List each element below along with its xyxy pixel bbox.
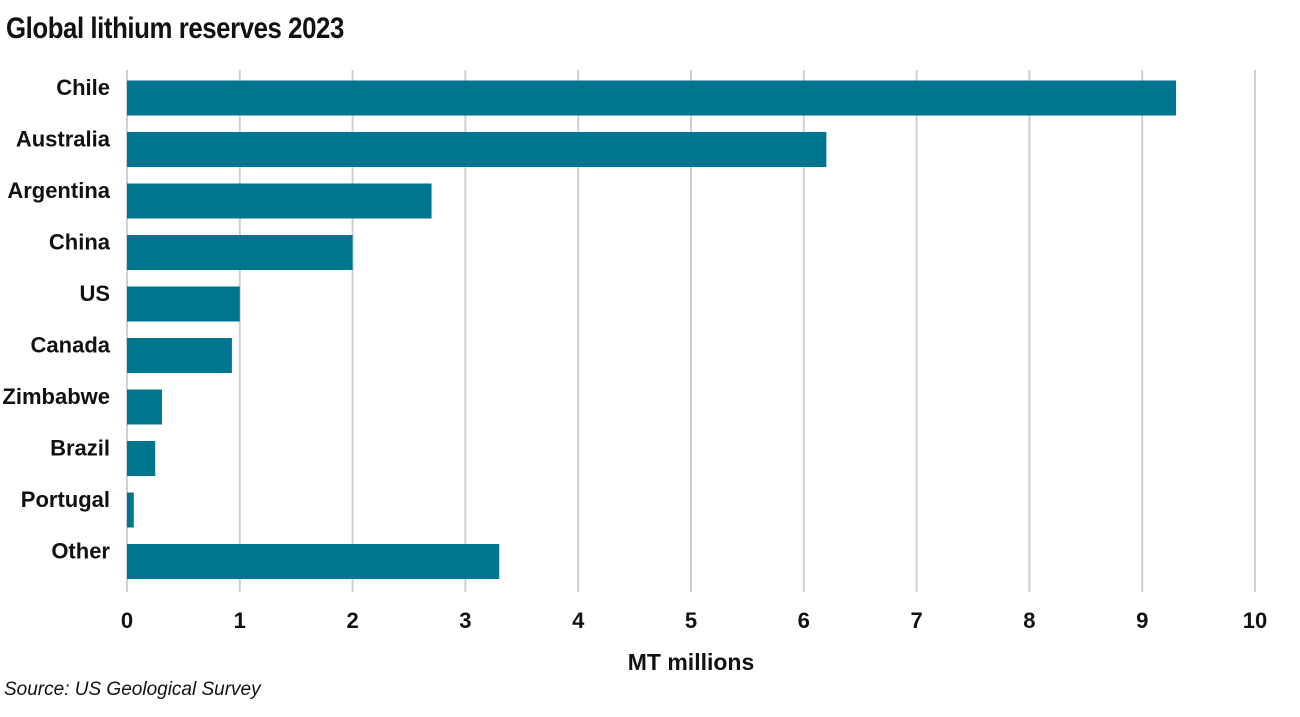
category-label: Brazil	[50, 436, 110, 461]
x-tick-label: 9	[1136, 608, 1148, 633]
category-labels: Chile Australia Argentina China US Canada Zimb…	[2, 75, 110, 564]
category-label: Canada	[31, 333, 111, 358]
bar-chile	[127, 80, 1177, 116]
x-axis-label: MT millions	[628, 649, 755, 675]
bar-other	[127, 544, 500, 579]
bar-brazil	[127, 441, 156, 476]
category-label: China	[49, 230, 111, 255]
category-label: US	[79, 281, 110, 306]
x-tick-label: 0	[121, 608, 133, 633]
x-tick-label: 7	[910, 608, 922, 633]
x-tick-label: 6	[798, 608, 810, 633]
bars	[127, 80, 1177, 579]
chart-title: Global lithium reserves 2023	[6, 12, 344, 45]
x-tick-label: 1	[234, 608, 246, 633]
bar-argentina	[127, 183, 432, 219]
x-tick-labels: 0 1 2 3 4 5 6 7 8 9 10	[121, 608, 1267, 633]
category-label: Australia	[16, 127, 111, 152]
x-tick-label: 10	[1243, 608, 1267, 633]
x-tick-label: 4	[572, 608, 585, 633]
bar-australia	[127, 132, 827, 167]
x-tick-label: 8	[1023, 608, 1035, 633]
x-tick-label: 3	[459, 608, 471, 633]
category-label: Chile	[56, 75, 110, 100]
category-label: Other	[51, 539, 110, 564]
source-note: Source: US Geological Survey	[4, 679, 261, 700]
bar-portugal	[127, 492, 134, 528]
category-label: Portugal	[21, 487, 110, 512]
x-tick-label: 5	[685, 608, 697, 633]
category-label: Zimbabwe	[2, 384, 110, 409]
bar-zimbabwe	[127, 389, 162, 425]
category-label: Argentina	[7, 178, 110, 203]
x-tick-label: 2	[346, 608, 358, 633]
bar-china	[127, 235, 353, 270]
bar-us	[127, 286, 240, 322]
bar-canada	[127, 338, 232, 373]
